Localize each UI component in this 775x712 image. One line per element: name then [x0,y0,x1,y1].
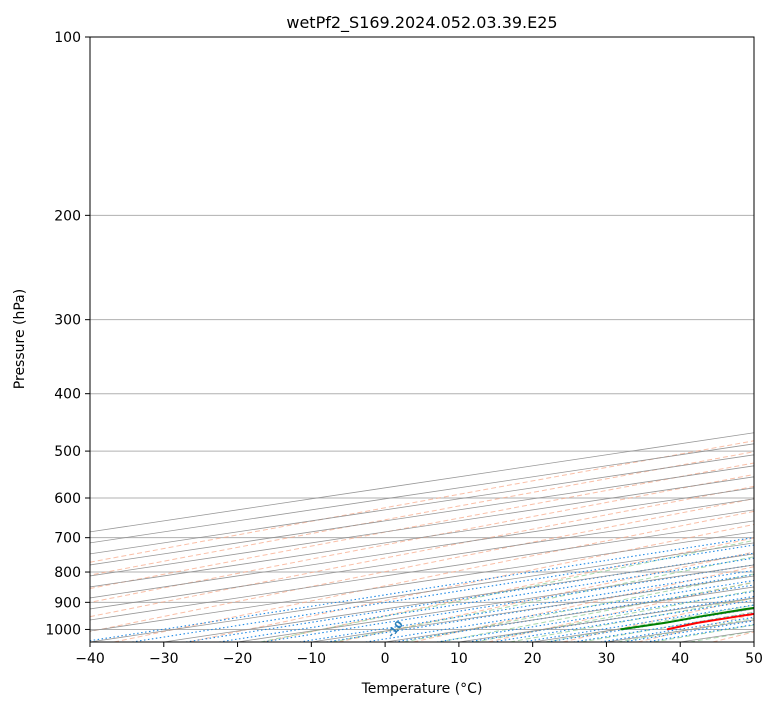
y-tick-label: 900 [54,595,81,611]
x-tick-label: 20 [524,651,542,667]
x-tick-label: −20 [223,651,253,667]
y-tick-label: 200 [54,208,81,224]
x-tick-label: 50 [745,651,763,667]
y-tick-label: 600 [54,491,81,507]
x-tick-label: 0 [381,651,390,667]
x-axis-label: Temperature (°C) [361,681,483,697]
y-tick-label: 400 [54,387,81,403]
x-tick-label: 40 [671,651,689,667]
y-tick-label: 700 [54,531,81,547]
y-tick-label: 800 [54,565,81,581]
y-tick-label: 300 [54,313,81,329]
x-tick-label: 30 [598,651,616,667]
x-tick-label: −10 [297,651,327,667]
x-tick-label: −40 [75,651,105,667]
x-tick-label: 10 [450,651,468,667]
y-axis-label: Pressure (hPa) [12,289,28,389]
y-tick-label: 500 [54,444,81,460]
y-tick-label: 100 [54,30,81,46]
x-tick-label: −30 [149,651,179,667]
y-tick-label: 1000 [45,622,81,638]
chart-title: wetPf2_S169.2024.052.03.39.E25 [286,13,557,33]
